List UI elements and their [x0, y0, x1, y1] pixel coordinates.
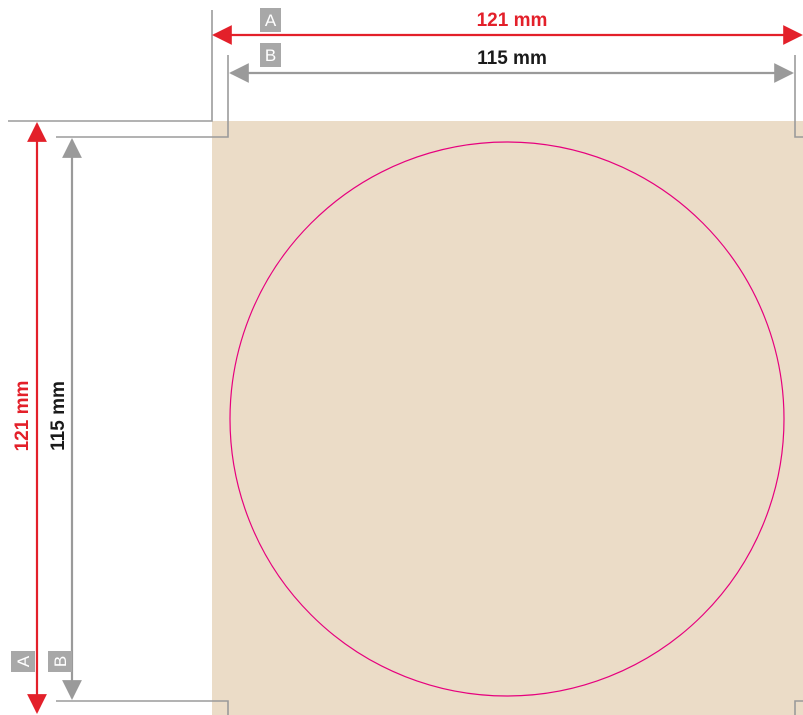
- tag-b-top: B: [260, 43, 281, 67]
- svg-text:B: B: [265, 46, 276, 65]
- tag-b-left: B: [48, 651, 72, 672]
- dimension-a-label-left: 121 mm: [12, 381, 33, 452]
- tag-a-left: A: [11, 651, 35, 672]
- svg-text:A: A: [265, 11, 277, 30]
- dimension-b-label-left: 115 mm: [48, 381, 69, 451]
- extension-lines: [8, 10, 803, 715]
- tag-a-top: A: [260, 8, 281, 32]
- sleeve-panel: [212, 121, 803, 715]
- svg-text:B: B: [51, 656, 70, 667]
- svg-text:A: A: [14, 655, 33, 667]
- dimension-b-label-top: 115 mm: [477, 48, 547, 69]
- dimension-a-label-top: 121 mm: [477, 10, 548, 31]
- disc-outline: [229, 141, 785, 697]
